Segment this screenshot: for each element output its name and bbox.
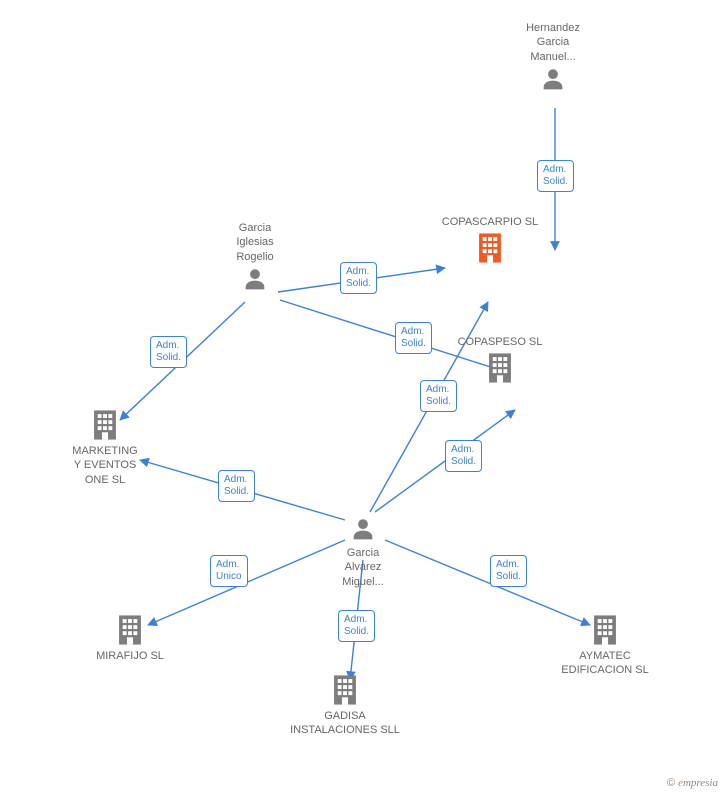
building-icon	[275, 673, 415, 707]
building-icon	[420, 231, 560, 265]
edge-label: Adm. Solid.	[218, 470, 255, 502]
node-label: MIRAFIJO SL	[80, 649, 180, 663]
edge-label: Adm. Solid.	[490, 555, 527, 587]
node-copascarpio: COPASCARPIO SL	[420, 215, 560, 265]
node-copaspeso: COPASPESO SL	[440, 335, 560, 385]
building-icon	[80, 613, 180, 647]
brand-name: mpresia	[683, 777, 718, 789]
node-label: AYMATEC EDIFICACION SL	[535, 649, 675, 678]
person-icon	[318, 516, 408, 544]
building-icon	[535, 613, 675, 647]
edge-label: Adm. Solid.	[445, 440, 482, 472]
node-gadisa: GADISA INSTALACIONES SLL	[275, 673, 415, 738]
edge-label: Adm. Solid.	[395, 322, 432, 354]
node-label: COPASCARPIO SL	[420, 215, 560, 229]
edge-label: Adm. Solid.	[340, 262, 377, 294]
node-aymatec: AYMATEC EDIFICACION SL	[535, 613, 675, 678]
building-icon	[55, 408, 155, 442]
edge-label: Adm. Solid.	[537, 160, 574, 192]
node-label: Hernandez Garcia Manuel...	[508, 21, 598, 64]
node-label: Garcia Alvarez Miguel...	[318, 546, 408, 589]
node-label: MARKETING Y EVENTOS ONE SL	[55, 444, 155, 487]
edge-label: Adm. Solid.	[420, 380, 457, 412]
building-icon	[440, 351, 560, 385]
node-hernandez: Hernandez Garcia Manuel...	[508, 21, 598, 94]
footer-credit: © empresia	[667, 777, 718, 789]
node-marketing: MARKETING Y EVENTOS ONE SL	[55, 408, 155, 487]
copyright-symbol: ©	[667, 777, 675, 789]
node-label: Garcia Iglesias Rogelio	[210, 221, 300, 264]
node-label: GADISA INSTALACIONES SLL	[275, 709, 415, 738]
edge-label: Adm. Solid.	[338, 610, 375, 642]
edge-label: Adm. Solid.	[150, 336, 187, 368]
node-mirafijo: MIRAFIJO SL	[80, 613, 180, 663]
edge-label: Adm. Unico	[210, 555, 248, 587]
person-icon	[210, 266, 300, 294]
node-label: COPASPESO SL	[440, 335, 560, 349]
person-icon	[508, 66, 598, 94]
node-garcia_alvarez: Garcia Alvarez Miguel...	[318, 516, 408, 589]
node-garcia_iglesias: Garcia Iglesias Rogelio	[210, 221, 300, 294]
